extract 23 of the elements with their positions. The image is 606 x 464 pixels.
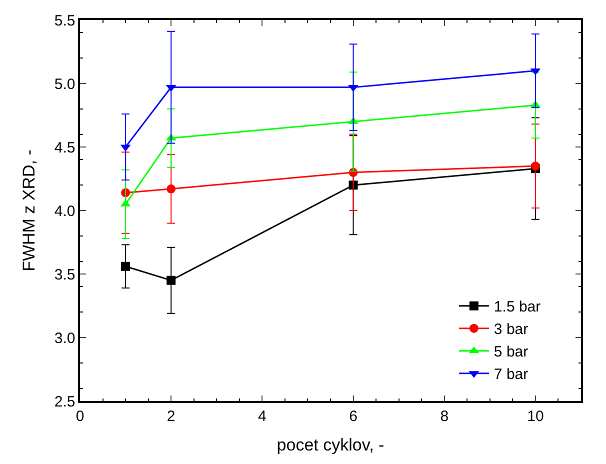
x-tick-label: 4 [258,408,266,425]
x-axis-title: pocet cyklov, - [276,436,384,455]
y-tick-label: 5.5 [54,12,76,30]
legend-label: 5 bar [494,344,528,361]
x-tick-label: 0 [76,408,84,425]
y-tick-label: 4.5 [54,139,76,156]
point [166,276,176,285]
x-tick-label: 2 [166,408,176,425]
x-tick-label: 10 [527,408,544,425]
y-tick-label: 2.5 [54,393,76,410]
y-tick-label: 3.0 [54,330,76,347]
y-tick-label: 4.0 [54,202,76,220]
y-tick-label: 3.5 [54,266,76,284]
x-tick-label: 6 [349,408,358,425]
y-axis-title: FWHM z XRD, - [19,150,38,272]
point [166,184,176,194]
legend-label: 3 bar [494,321,528,338]
point [121,262,130,271]
y-tick-label: 5.0 [54,76,76,93]
x-tick-label: 8 [440,408,449,425]
point [530,162,540,171]
legend-label: 1.5 bar [494,298,541,316]
legend-label: 7 bar [494,366,528,384]
